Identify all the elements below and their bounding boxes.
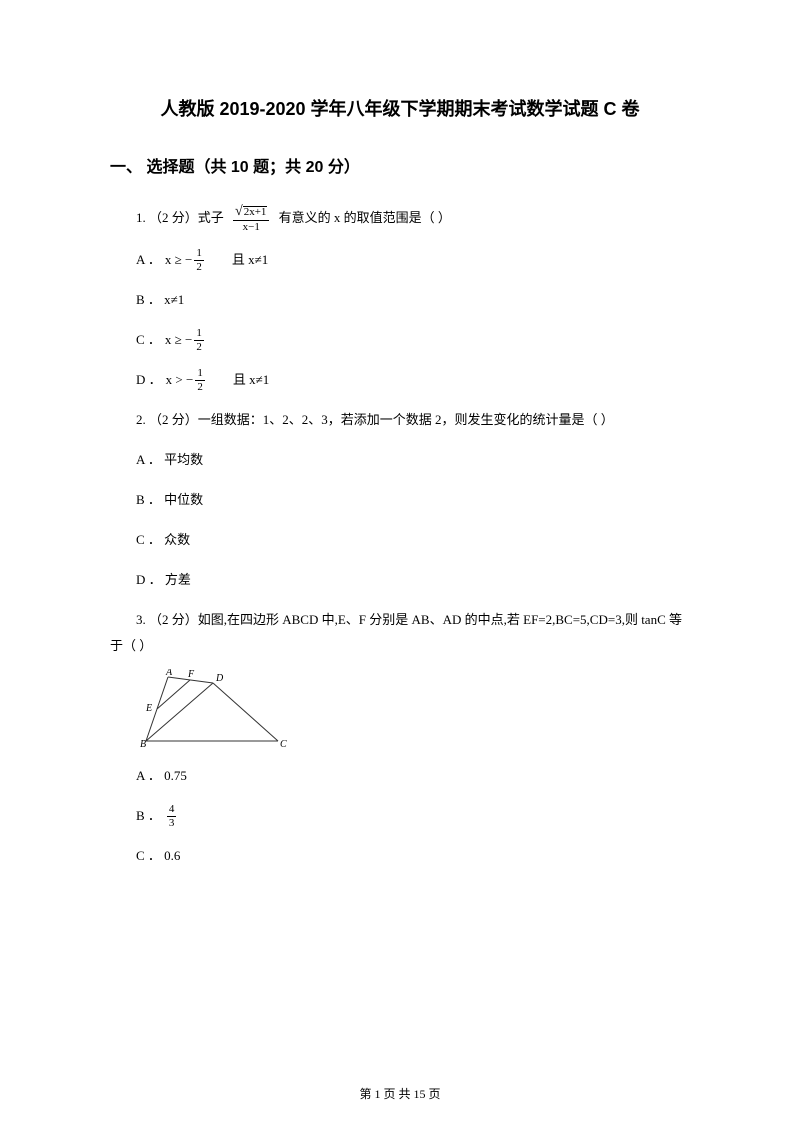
q2-option-d: D ． 方差 [110,567,690,593]
q1-d-pre: D ． [110,367,162,393]
q2-option-b: B ． 中位数 [110,487,690,513]
q1-d-num: 1 [195,368,205,381]
question-1: 1. （2 分）式子 √2x+1 x−1 有意义的 x 的取值范围是（ ） A … [110,205,690,393]
q1-option-d: D ． x > − 1 2 且 x≠1 [110,367,690,393]
label-B: B [140,739,146,749]
q1-d-tail: 且 x≠1 [207,367,269,393]
q1-a-tail: 且 x≠1 [206,247,268,273]
question-2: 2. （2 分）一组数据：1、2、2、3，若添加一个数据 2，则发生变化的统计量… [110,407,690,593]
q1-option-c: C ． x ≥ − 1 2 [110,327,690,353]
q1-a-pre: A ． [110,247,161,273]
label-A: A [165,669,173,678]
q2-option-c: C ． 众数 [110,527,690,553]
question-3: 3. （2 分）如图,在四边形 ABCD 中,E、F 分别是 AB、AD 的中点… [110,607,690,869]
q2-text-inner: 2. （2 分）一组数据：1、2、2、3，若添加一个数据 2，则发生变化的统计量… [110,407,690,433]
document-title: 人教版 2019-2020 学年八年级下学期期末考试数学试题 C 卷 [110,95,690,121]
q1-c-num: 1 [194,328,204,341]
page-footer: 第 1 页 共 15 页 [0,1085,800,1102]
q1-d-lhs: x > − [166,367,194,393]
q1-prefix: 1. （2 分）式子 [136,210,224,225]
q1-option-a: A ． x ≥ − 1 2 且 x≠1 [110,247,690,273]
q1-a-num: 1 [194,248,204,261]
q3-diagram: A B C D E F [138,669,288,749]
q2-text: 2. （2 分）一组数据：1、2、2、3，若添加一个数据 2，则发生变化的统计量… [110,407,690,433]
q1-a-den: 2 [194,261,204,273]
q3-b-den: 3 [167,817,177,829]
q1-den: x−1 [233,221,269,233]
q1-a-lhs: x ≥ − [165,247,192,273]
q1-c-den: 2 [194,341,204,353]
q3-b-pre: B ． [110,803,161,829]
label-E: E [145,703,152,714]
q3-option-a: A ． 0.75 [110,763,690,789]
q3-text: 3. （2 分）如图,在四边形 ABCD 中,E、F 分别是 AB、AD 的中点… [110,607,690,659]
label-C: C [280,739,287,749]
q3-option-c: C ． 0.6 [110,843,690,869]
q1-sqrt-body: 2x+1 [243,206,268,218]
q1-expression: √2x+1 x−1 [231,205,271,233]
q1-option-b: B ． x≠1 [110,287,690,313]
q1-c-lhs: x ≥ − [165,327,192,353]
q1-d-den: 2 [195,381,205,393]
q1-text: 1. （2 分）式子 √2x+1 x−1 有意义的 x 的取值范围是（ ） [110,205,690,233]
label-F: F [187,669,195,680]
q3-option-b: B ． 4 3 [110,803,690,829]
label-D: D [215,673,224,684]
q2-option-a: A ． 平均数 [110,447,690,473]
section-header: 一、 选择题（共 10 题；共 20 分） [110,153,690,177]
q1-c-pre: C ． [110,327,161,353]
q1-suffix: 有意义的 x 的取值范围是（ ） [279,210,451,225]
q3-b-num: 4 [167,804,177,817]
